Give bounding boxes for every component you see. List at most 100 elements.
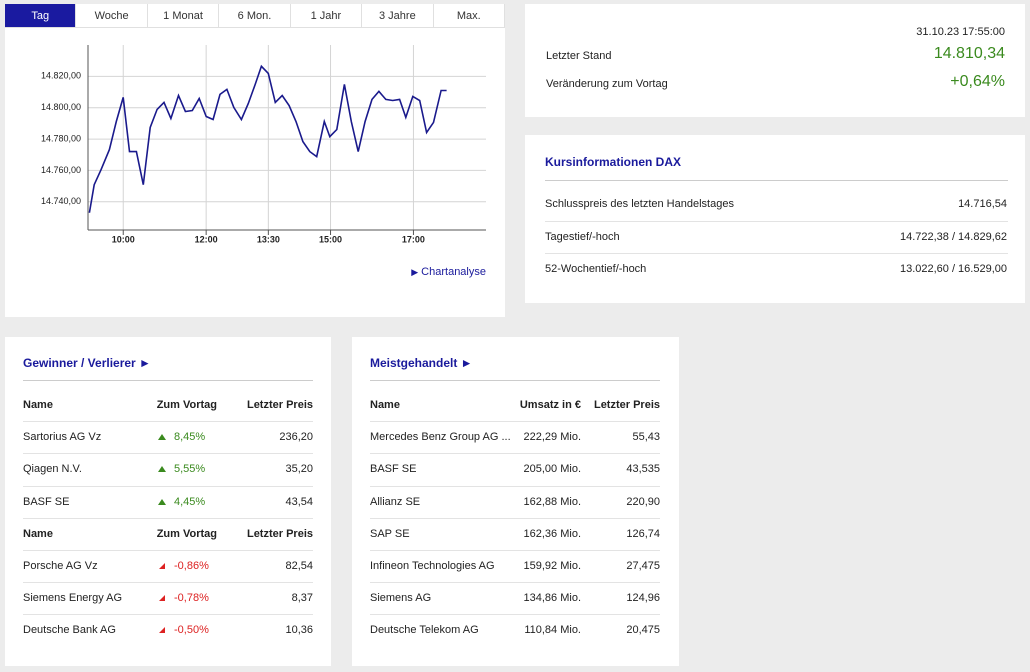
price: 236,20 (279, 431, 313, 444)
row-separator (370, 582, 660, 584)
title-rule (23, 380, 313, 381)
down-icon (159, 627, 165, 634)
stock-name[interactable]: Siemens AG (370, 592, 432, 605)
row-separator (23, 582, 313, 584)
turnover: 205,00 Mio. (523, 463, 581, 476)
row-separator (370, 614, 660, 616)
stock-name[interactable]: Infineon Technologies AG (370, 560, 495, 572)
y-tick-label: 14.820,00 (41, 71, 81, 81)
row-separator (370, 517, 660, 519)
icon-shape (159, 595, 165, 602)
column-header: Name (23, 527, 53, 540)
movers-panel: Gewinner / Verlierer ► Name Zum Vortag Letz… (5, 337, 331, 666)
up-icon (158, 466, 166, 473)
price: 124,96 (626, 592, 660, 605)
stock-name[interactable]: Deutsche Bank AG (23, 624, 116, 637)
turnover: 162,36 Mio. (523, 527, 581, 540)
stock-name[interactable]: Allianz SE (370, 495, 421, 508)
turnover: 222,29 Mio. (523, 431, 581, 444)
stock-name[interactable]: Qiagen N.V. (23, 463, 82, 476)
x-tick-label: 15:00 (319, 234, 342, 244)
stock-name[interactable]: BASF SE (23, 495, 70, 508)
chart-link-text[interactable]: Chartanalyse (421, 266, 486, 278)
price: 43,54 (285, 495, 313, 508)
price-line (88, 64, 447, 213)
column-header: Zum Vortag (156, 527, 217, 540)
quote-label: Letzter Stand (546, 50, 612, 62)
y-tick-label: 14.760,00 (41, 165, 81, 175)
chart-link[interactable]: ▶ Chartanalyse (411, 266, 486, 278)
info-value: 14.722,38 / 14.829,62 (899, 230, 1007, 243)
price: 126,74 (626, 527, 660, 540)
chart-panel: Tag Woche 1 Monat 6 Mon. 1 Jahr 3 Jahre Max. 1… (5, 4, 505, 317)
icon-shape (158, 434, 166, 441)
row-separator (370, 485, 660, 487)
title-rule (545, 180, 1008, 181)
column-header: Letzter Preis (593, 399, 660, 411)
change: -0,86% (174, 560, 209, 572)
row-separator (23, 485, 313, 487)
change: 8,45% (174, 431, 206, 444)
price: 220,90 (626, 495, 660, 508)
up-icon (158, 434, 166, 441)
column-header: Letzter Preis (246, 527, 313, 540)
down-icon (159, 563, 165, 569)
info-label: 52-Wochentief/-hoch (545, 263, 647, 275)
turnover: 134,86 Mio. (523, 592, 581, 605)
row-separator (545, 253, 1008, 254)
tab[interactable]: 1 Monat (147, 4, 220, 28)
stock-name[interactable]: SAP SE (370, 527, 410, 540)
column-header: Letzter Preis (246, 399, 313, 411)
quote-date: 31.10.23 17:55:00 (916, 26, 1005, 38)
info-label: Tagestief/-hoch (545, 230, 620, 243)
row-separator (370, 550, 660, 551)
tab[interactable]: Tag (5, 4, 77, 28)
turnover: 110,84 Mio. (524, 624, 581, 637)
most-traded-title[interactable]: Meistgehandelt ► (370, 356, 473, 370)
row-separator (545, 220, 1008, 222)
x-tick-label: 17:00 (402, 234, 425, 244)
icon-shape (159, 627, 165, 634)
price: 20,475 (626, 624, 660, 637)
tab[interactable]: 3 Jahre (362, 4, 434, 28)
stock-name[interactable]: Porsche AG Vz (23, 560, 98, 572)
tab[interactable]: 6 Mon. (219, 4, 291, 28)
tab[interactable]: Max. (433, 4, 505, 28)
info-title: Kursinformationen DAX (545, 155, 682, 169)
row-separator (23, 453, 313, 455)
change: -0,78% (174, 592, 209, 605)
quote-value: +0,64% (950, 73, 1005, 90)
quote-panel: 31.10.23 17:55:00 Letzter Stand 14.810,34 V… (525, 4, 1025, 117)
quote-value: 14.810,34 (933, 45, 1005, 62)
turnover: 159,92 Mio. (523, 560, 581, 572)
movers-title[interactable]: Gewinner / Verlierer ► (23, 356, 151, 370)
column-header: Umsatz in € (519, 399, 581, 411)
info-panel: Kursinformationen DAX Schlusspreis des le… (525, 135, 1025, 303)
info-value: 13.022,60 / 16.529,00 (899, 263, 1007, 275)
stock-name[interactable]: BASF SE (370, 463, 417, 476)
price: 35,20 (285, 463, 313, 476)
stock-name[interactable]: Sartorius AG Vz (23, 431, 102, 444)
column-header: Name (23, 399, 53, 411)
price: 55,43 (632, 431, 660, 444)
x-tick-label: 10:00 (112, 234, 135, 244)
row-separator (23, 421, 313, 423)
stock-name[interactable]: Siemens Energy AG (23, 592, 123, 605)
price: 82,54 (285, 560, 313, 572)
change: 4,45% (174, 495, 206, 508)
icon-shape (158, 466, 166, 473)
stock-name[interactable]: Mercedes Benz Group AG ... (370, 431, 511, 444)
tab[interactable]: 1 Jahr (290, 4, 363, 28)
x-tick-label: 13:30 (257, 234, 280, 244)
row-separator (23, 550, 313, 551)
change: -0,50% (174, 624, 209, 637)
info-value: 14.716,54 (958, 198, 1007, 210)
price: 43,535 (626, 463, 660, 476)
stock-name[interactable]: Deutsche Telekom AG (370, 624, 479, 637)
tab[interactable]: Woche (76, 4, 148, 28)
quote-label: Veränderung zum Vortag (546, 78, 668, 90)
y-tick-label: 14.800,00 (41, 102, 81, 112)
row-separator (23, 614, 313, 616)
icon-shape (158, 498, 166, 505)
